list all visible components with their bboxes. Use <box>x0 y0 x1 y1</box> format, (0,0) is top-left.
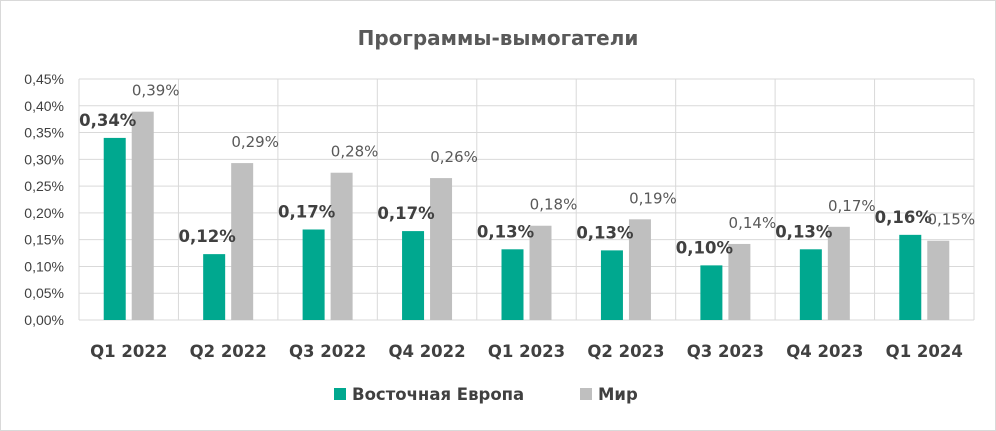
legend-swatch-eastern-europe <box>334 388 346 400</box>
x-tick-label: Q1 2022 <box>90 342 167 361</box>
data-label-eastern-europe: 0,17% <box>377 204 435 223</box>
chart-title: Программы-вымогатели <box>358 26 639 50</box>
legend: Восточная Европа Мир <box>334 385 638 404</box>
data-label-eastern-europe: 0,12% <box>179 227 237 246</box>
bar-world <box>529 225 552 320</box>
x-tick-label: Q1 2023 <box>488 342 565 361</box>
data-label-world: 0,18% <box>530 196 578 214</box>
data-label-eastern-europe: 0,34% <box>79 111 137 130</box>
y-tick-label: 0,40% <box>24 98 64 114</box>
y-tick-label: 0,45% <box>24 71 64 87</box>
x-tick-label: Q2 2023 <box>587 342 664 361</box>
x-tick-label: Q4 2023 <box>786 342 863 361</box>
bar-world <box>330 172 353 320</box>
bar-eastern-europe <box>103 137 126 320</box>
legend-label-world: Мир <box>598 385 638 404</box>
bar-world <box>628 219 651 320</box>
y-tick-label: 0,05% <box>24 285 64 301</box>
bar-eastern-europe <box>203 254 226 320</box>
data-label-eastern-europe: 0,17% <box>278 202 336 221</box>
y-tick-label: 0,30% <box>24 151 64 167</box>
bar-eastern-europe <box>700 265 723 320</box>
x-axis-ticks: Q1 2022 Q2 2022 Q3 2022 Q4 2022 Q1 2023 Q2 20… <box>90 342 963 361</box>
y-tick-label: 0,10% <box>24 258 64 274</box>
bar-eastern-europe <box>402 231 425 320</box>
bar-world <box>231 163 254 320</box>
data-label-eastern-europe: 0,13% <box>775 222 833 241</box>
data-label-world: 0,28% <box>331 143 379 161</box>
bar-world <box>827 226 850 320</box>
data-label-eastern-europe: 0,16% <box>875 208 933 227</box>
bar-eastern-europe <box>799 249 822 320</box>
data-label-world: 0,14% <box>729 214 777 232</box>
bar-eastern-europe <box>600 250 623 320</box>
bar-world <box>927 240 950 320</box>
y-tick-label: 0,25% <box>24 178 64 194</box>
bar-world <box>131 111 154 321</box>
data-label-world: 0,15% <box>927 211 975 229</box>
bar-eastern-europe <box>501 249 524 320</box>
data-label-eastern-europe: 0,10% <box>676 238 734 257</box>
y-tick-label: 0,15% <box>24 232 64 248</box>
x-tick-label: Q3 2022 <box>289 342 366 361</box>
gridlines <box>78 78 975 321</box>
y-tick-label: 0,35% <box>24 125 64 141</box>
x-tick-label: Q2 2022 <box>190 342 267 361</box>
data-label-world: 0,17% <box>828 197 876 215</box>
bar-eastern-europe <box>899 234 922 320</box>
bar-eastern-europe <box>302 229 325 320</box>
y-tick-label: 0,00% <box>24 312 64 328</box>
data-label-eastern-europe: 0,13% <box>477 222 535 241</box>
data-label-world: 0,39% <box>132 82 180 100</box>
legend-label-eastern-europe: Восточная Европа <box>352 385 524 404</box>
bar-world <box>728 243 751 320</box>
bars <box>103 111 950 321</box>
data-label-world: 0,19% <box>629 189 677 207</box>
data-label-world: 0,26% <box>430 148 478 166</box>
y-tick-label: 0,20% <box>24 205 64 221</box>
data-labels: 0,34% 0,39% 0,12% 0,29% 0,17% 0,28% 0,17% 0,26%… <box>79 82 975 258</box>
data-label-world: 0,29% <box>231 133 279 151</box>
x-tick-label: Q1 2024 <box>886 342 963 361</box>
x-tick-label: Q4 2022 <box>388 342 465 361</box>
y-axis-ticks: 0,00% 0,05% 0,10% 0,15% 0,20% 0,25% 0,30% 0,35%… <box>24 71 64 328</box>
bar-world <box>430 178 453 320</box>
x-tick-label: Q3 2023 <box>687 342 764 361</box>
legend-swatch-world <box>580 388 592 400</box>
data-label-eastern-europe: 0,13% <box>576 223 634 242</box>
